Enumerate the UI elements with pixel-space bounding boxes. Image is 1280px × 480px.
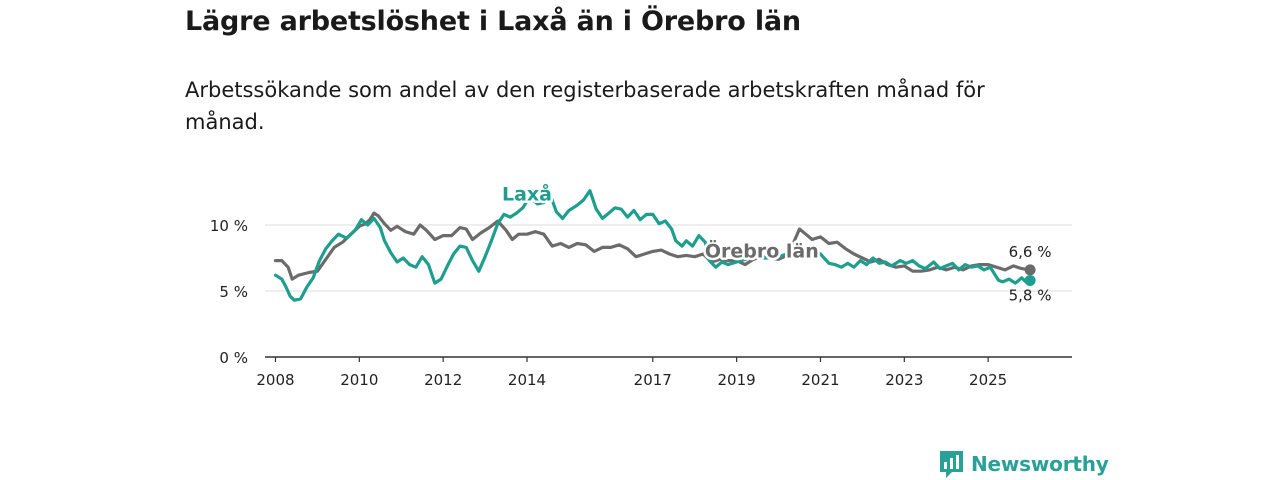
x-tick-label: 2014: [508, 371, 546, 389]
series-label-laxa: Laxå: [502, 182, 552, 206]
bar-chart-icon: [940, 451, 963, 478]
brand-name: Newsworthy: [971, 452, 1109, 476]
x-tick-label: 2017: [634, 371, 672, 389]
y-axis-ticks: 0 % 5 % 10 %: [210, 217, 248, 367]
x-tick-label: 2010: [340, 371, 378, 389]
x-axis-ticks: 2008 2010 2012 2014 2017 2019 2021 2023 2025: [256, 357, 1007, 389]
line-chart: 0 %5 %10 % 2008 2010 2012 2014 2017 2019 2021 2…: [209, 179, 1072, 389]
end-point-laxa: [1024, 274, 1036, 286]
series-line-orebro-lan: [273, 211, 1032, 281]
x-tick-label: 2008: [256, 371, 294, 389]
annotations: Laxå Örebro län: [500, 179, 822, 265]
end-label-orebro-lan: 6,6 %: [1009, 243, 1052, 261]
x-tick-label: 2019: [718, 371, 756, 389]
y-tick-label: 0 %: [219, 349, 248, 367]
series-line-laxa: [273, 189, 1032, 302]
x-tick-label: 2021: [801, 371, 839, 389]
x-tick-label: 2023: [885, 371, 923, 389]
y-tick-label: 5 %: [219, 283, 248, 301]
end-label-laxa: 5,8 %: [1009, 286, 1052, 304]
chart-subtitle: Arbetssökande som andel av den registerb…: [185, 78, 985, 134]
x-tick-label: 2012: [424, 371, 462, 389]
chart-title: Lägre arbetslöshet i Laxå än i Örebro lä…: [185, 6, 801, 37]
end-point-orebro-lan: [1024, 264, 1036, 276]
x-tick-label: 2025: [969, 371, 1007, 389]
series-lines: 6,6 % 5,8 %: [273, 189, 1052, 304]
newsworthy-logo: Newsworthy: [938, 449, 1109, 479]
series-label-orebro-lan: Örebro län: [705, 238, 819, 262]
y-tick-label: 10 %: [210, 217, 248, 235]
